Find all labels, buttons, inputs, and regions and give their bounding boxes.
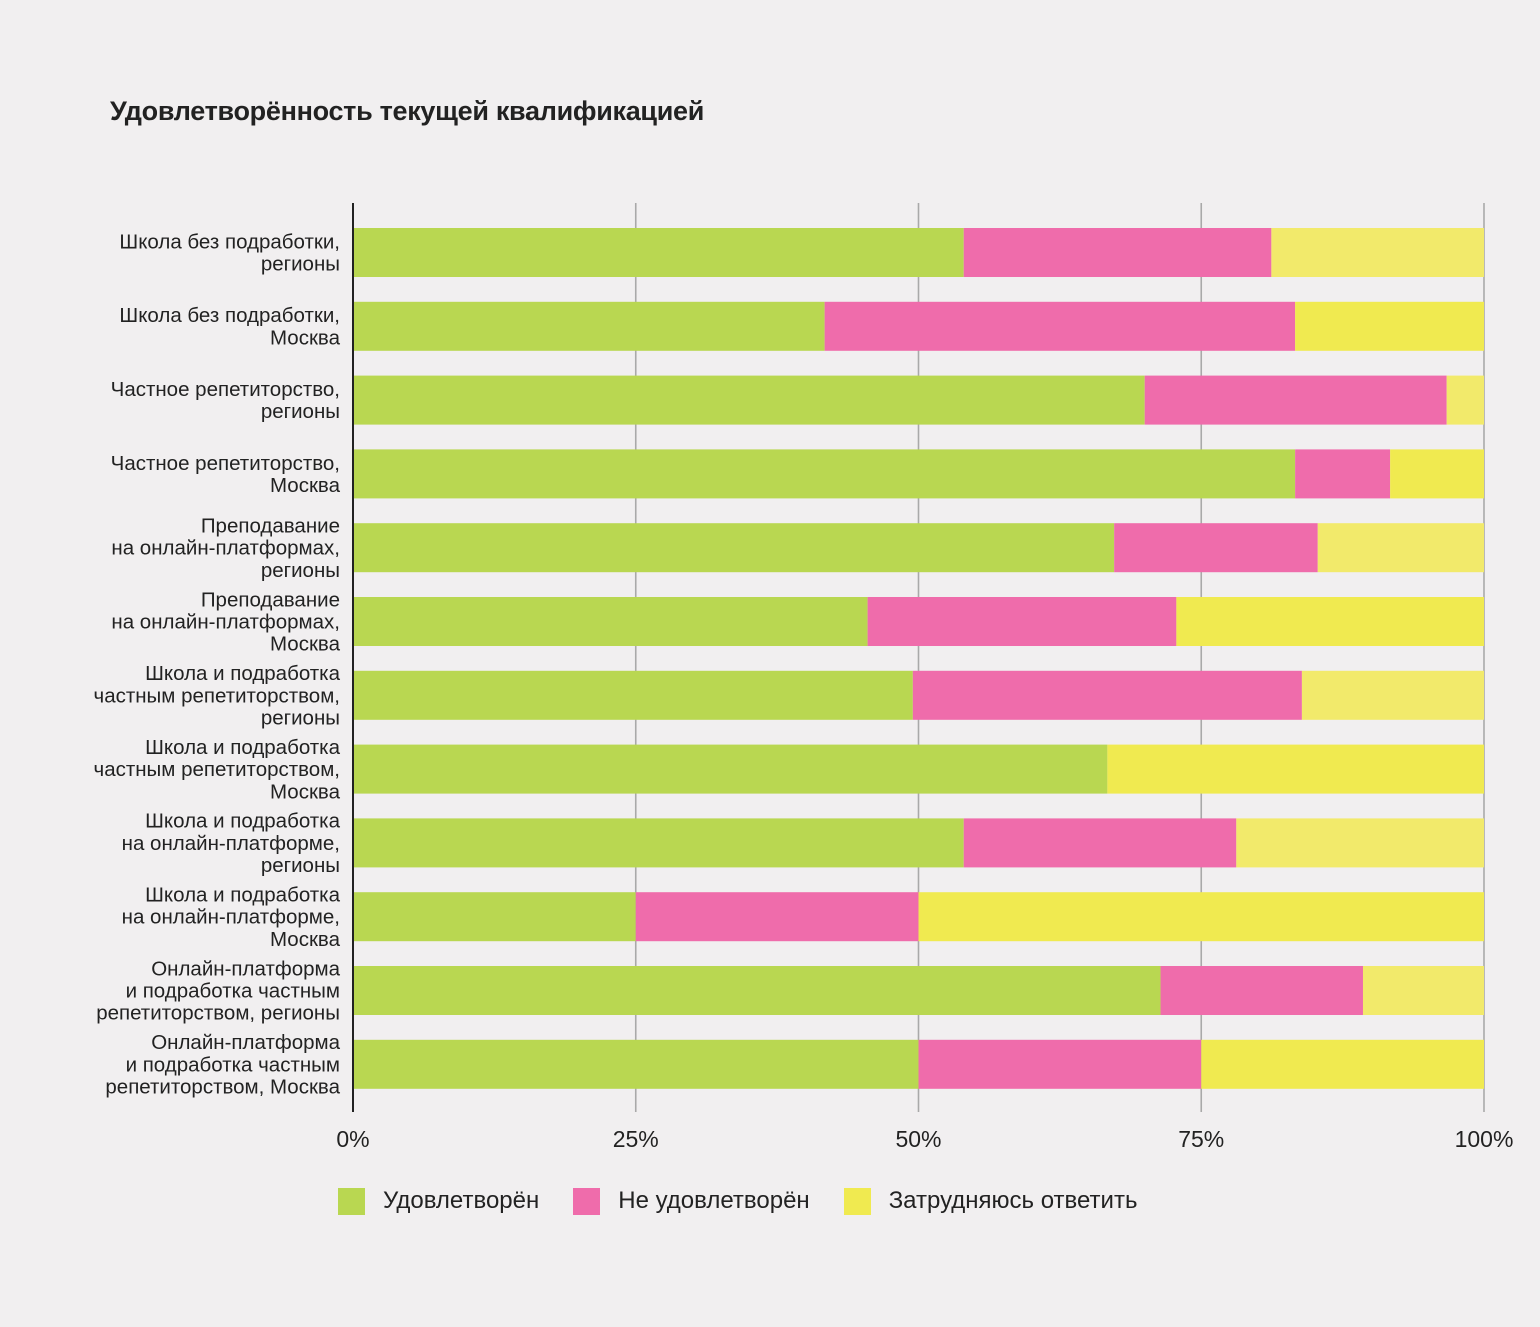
bar-satisfied — [353, 966, 1161, 1015]
bar-not-satisfied — [1295, 449, 1391, 499]
bar-not-satisfied — [963, 818, 1237, 868]
bar-satisfied — [353, 375, 1145, 425]
x-tick-label: 75% — [1178, 1126, 1224, 1152]
bar-not-satisfied — [1160, 966, 1363, 1015]
category-label: Онлайн-платформа и подработка частным репе… — [96, 957, 340, 1024]
bar-undecided — [918, 892, 1484, 942]
category-label: Преподавание на онлайн-платформах, Москва — [111, 588, 340, 655]
bar-satisfied — [353, 670, 913, 720]
bar-satisfied — [353, 301, 825, 351]
bar-not-satisfied — [963, 228, 1272, 277]
x-tick-label: 100% — [1455, 1126, 1514, 1152]
bar-undecided — [1201, 1039, 1484, 1089]
bar-not-satisfied — [867, 597, 1177, 646]
bar-undecided — [1176, 597, 1484, 646]
x-tick-label: 25% — [613, 1126, 659, 1152]
bar-not-satisfied — [824, 301, 1296, 351]
bar-undecided — [1107, 744, 1484, 794]
bar-undecided — [1446, 375, 1484, 425]
bar-undecided — [1390, 449, 1484, 499]
bar-undecided — [1362, 966, 1484, 1015]
bar-undecided — [1271, 228, 1484, 277]
bar-not-satisfied — [912, 670, 1302, 720]
bar-satisfied — [353, 228, 964, 277]
bar-undecided — [1295, 301, 1484, 351]
x-tick-label: 50% — [895, 1126, 941, 1152]
bar-undecided — [1236, 818, 1484, 868]
category-label: Онлайн-платформа и подработка частным репе… — [105, 1031, 340, 1098]
category-label: Школа и подработка частным репетиторством… — [94, 736, 341, 803]
category-labels: Школа без подработки, регионы Школа без по… — [94, 230, 341, 1098]
legend-label-satisfied: Удовлетворён — [383, 1187, 540, 1214]
bar-not-satisfied — [918, 1039, 1202, 1089]
category-label: Школа и подработка на онлайн-платформе, ре… — [122, 810, 341, 877]
category-label: Школа и подработка частным репетиторством… — [94, 662, 341, 729]
bar-undecided — [1317, 523, 1484, 573]
bar-satisfied — [353, 449, 1296, 499]
chart-title: Удовлетворённость текущей квалификацией — [110, 96, 705, 126]
legend-swatch-not-satisfied — [573, 1187, 601, 1215]
x-tick-label: 0% — [336, 1126, 369, 1152]
bar-satisfied — [353, 818, 964, 868]
category-label: Частное репетиторство, регионы — [111, 378, 340, 423]
category-label: Частное репетиторство, Москва — [111, 452, 341, 497]
legend: Удовлетворён Не удовлетворён Затрудняюсь… — [338, 1187, 1171, 1215]
category-label: Школа без подработки, Москва — [119, 304, 340, 349]
category-label: Школа и подработка на онлайн-платформе, Мо… — [122, 884, 341, 951]
gridlines — [634, 203, 1485, 1112]
bar-satisfied — [353, 744, 1108, 794]
bar-satisfied — [353, 523, 1115, 573]
legend-swatch-satisfied — [338, 1187, 365, 1215]
bar-not-satisfied — [1144, 375, 1447, 425]
bar-satisfied — [353, 892, 636, 942]
bar-satisfied — [353, 1039, 919, 1089]
x-tick-labels: 0% 25% 50% 75% 100% — [336, 1126, 1513, 1152]
legend-label-not-satisfied: Не удовлетворён — [618, 1187, 810, 1214]
legend-item-not-satisfied: Не удовлетворён — [573, 1187, 810, 1215]
bar-undecided — [1301, 670, 1484, 720]
legend-label-undecided: Затрудняюсь ответить — [888, 1187, 1138, 1214]
category-label: Школа без подработки, регионы — [119, 230, 340, 275]
category-label: Преподавание на онлайн-платформах, регионы — [111, 515, 340, 582]
bar-not-satisfied — [1114, 523, 1318, 573]
legend-swatch-undecided — [843, 1187, 871, 1215]
legend-item-undecided: Затрудняюсь ответить — [843, 1187, 1138, 1215]
legend-item-satisfied: Удовлетворён — [338, 1187, 539, 1215]
bar-not-satisfied — [635, 892, 919, 942]
bar-satisfied — [353, 597, 868, 646]
bars — [353, 228, 1484, 1089]
